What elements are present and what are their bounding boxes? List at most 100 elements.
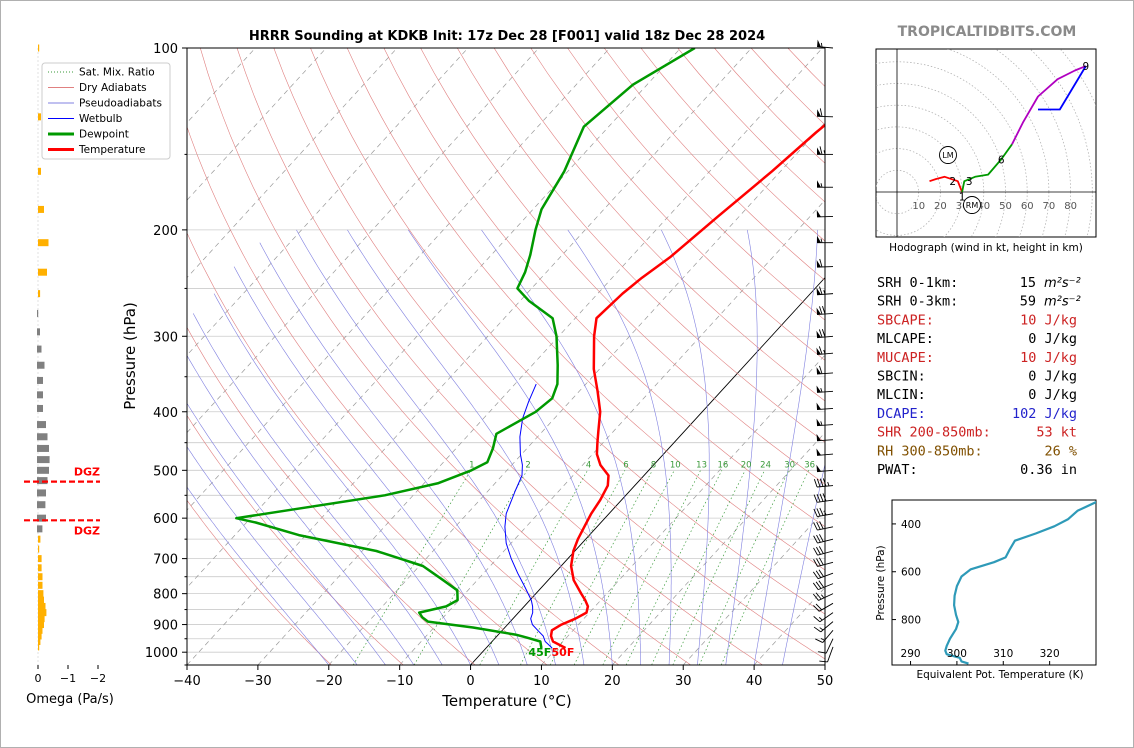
dry-adiabat (493, 48, 825, 402)
dry-adiabat (310, 48, 825, 615)
skew-t-frame (186, 47, 826, 666)
pseudoadiabat (408, 229, 613, 665)
x-tick-label: 20 (604, 674, 621, 689)
wind-barb (813, 507, 834, 517)
wind-barb (816, 258, 834, 268)
theta-e-line (944, 500, 1096, 665)
skew-t-axes: −40 −30 −20 −10 0 10 20 30 40 50 100 200 300 400 500 60… (145, 42, 833, 689)
omega-bar (37, 501, 46, 509)
omega-bar (37, 433, 48, 441)
pseudoadiabat (296, 229, 556, 665)
mix-ratio-label: 4 (586, 460, 591, 470)
mix-ratio-line (602, 470, 701, 665)
param-value: 26 % (1044, 443, 1077, 459)
wind-barb (816, 385, 834, 393)
hodograph-segment (1011, 65, 1087, 145)
hodograph-segment (1038, 65, 1087, 111)
mix-ratio-label: 2 (525, 460, 530, 470)
omega-bar (37, 404, 43, 412)
omega-tick-label: −1 (60, 672, 76, 685)
theta-e-y-tick-label: 800 (901, 615, 921, 627)
wind-barb (816, 365, 834, 375)
wind-barb (812, 569, 834, 580)
wind-barb (816, 433, 834, 442)
theta-e-profile (944, 500, 1096, 665)
dry-adiabat (273, 48, 825, 660)
param-unit: m²s⁻² (1044, 276, 1081, 291)
x-tick-label: −30 (244, 674, 271, 689)
x-tick-label: 30 (675, 674, 692, 689)
omega-bar (38, 615, 45, 623)
isotherm (612, 432, 825, 665)
wind-barb (816, 448, 834, 456)
param-unit: m²s⁻² (1044, 295, 1081, 310)
mix-ratio-label: 6 (623, 460, 628, 470)
pseudoadiabat (567, 229, 672, 665)
hodograph-tick-label: 50 (999, 201, 1012, 212)
parameter-table: SRH 0-1km: 15 m²s⁻² SRH 0-3km: 59 m²s⁻² SBCAPE… (877, 275, 1081, 478)
y-tick-label: 100 (153, 42, 178, 57)
legend-label: Temperature (78, 144, 146, 156)
pseudoadiabat (481, 229, 641, 665)
param-value: 0 J/kg (1028, 369, 1077, 385)
omega-bar (38, 290, 41, 298)
dry-adiabat (236, 48, 763, 665)
hodograph-height-label: 6 (998, 154, 1005, 166)
isotherm (470, 276, 825, 665)
omega-bar (38, 632, 42, 640)
wind-barb (813, 621, 834, 633)
mix-ratio-label: 36 (804, 460, 815, 470)
omega-bar (38, 555, 42, 563)
hodograph (876, 49, 1096, 237)
hodograph-height-label: 2 (949, 176, 956, 188)
omega-bar (37, 328, 40, 336)
omega-bar (37, 376, 43, 384)
y-tick-label: 900 (153, 619, 178, 634)
wind-barb (815, 630, 834, 643)
dry-adiabat (383, 48, 825, 528)
param-value: 15 (1020, 275, 1036, 291)
pseudoadiabat (753, 229, 818, 665)
pseudoadiabat (187, 354, 415, 665)
surface-dewpoint-label: 45F (528, 646, 551, 659)
wind-barb (816, 306, 834, 316)
isotherm (187, 48, 611, 511)
omega-bar (38, 581, 43, 589)
pseudoadiabat (233, 266, 500, 665)
param-label: RH 300-850mb: (877, 443, 983, 459)
wind-barb (816, 402, 834, 411)
wind-barb (818, 638, 834, 654)
y-tick-label: 800 (153, 588, 178, 603)
pseudoadiabat (259, 242, 528, 665)
wind-barb (817, 146, 833, 155)
pseudoadiabat (661, 229, 710, 665)
wind-barb (816, 108, 834, 118)
pseudoadiabat (347, 229, 585, 665)
wind-barb (813, 478, 834, 488)
param-value: 0.36 in (1020, 462, 1077, 478)
param-label: SHR 200-850mb: (877, 425, 991, 441)
hodograph-frame (875, 48, 1097, 238)
omega-bar (38, 590, 44, 598)
dry-adiabat (530, 48, 825, 361)
wind-barb (813, 602, 834, 612)
theta-e-y-tick-label: 400 (901, 519, 921, 531)
pseudoadiabat (187, 402, 386, 665)
wind-barb (812, 592, 834, 601)
legend-label: Dewpoint (79, 129, 129, 141)
omega-bar (38, 596, 44, 604)
skew-t-profiles: 45F 50F (235, 48, 825, 659)
hodograph-labels: 10 20 30 40 50 60 70 80 12 3 6 9 LM RM (912, 61, 1089, 214)
hodograph-tick-label: 10 (912, 201, 925, 212)
hodograph-tick-label: 80 (1064, 201, 1077, 212)
param-label: MUCAPE: (877, 350, 934, 366)
param-label: SBCIN: (877, 369, 926, 385)
param-label: MLCAPE: (877, 331, 934, 347)
mix-ratio-label: 24 (760, 460, 771, 470)
wind-barb (813, 557, 834, 567)
param-value: 0 J/kg (1028, 331, 1077, 347)
wind-barb (813, 534, 834, 544)
pseudoadiabat (187, 486, 330, 665)
wind-barb (813, 612, 834, 623)
legend-label: Pseudoadiabats (79, 98, 162, 110)
